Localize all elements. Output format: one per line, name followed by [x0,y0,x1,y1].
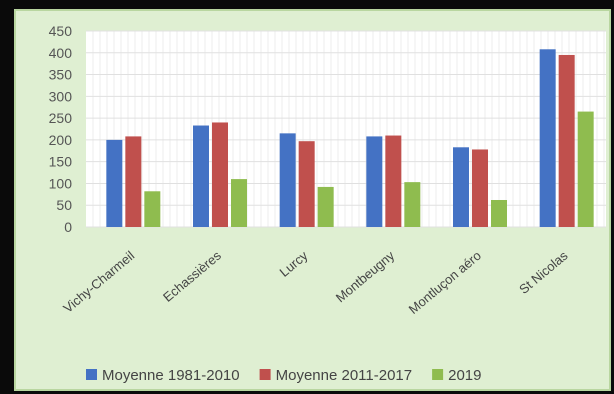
bar [231,179,247,227]
bar [385,135,402,227]
legend-swatch [259,369,271,380]
legend-label: Moyenne 1981-2010 [102,367,240,384]
bar [558,54,575,228]
chart-panel: 0 50 100 150 200 250 300 350 400 450 Vichy-Charmei… [14,9,611,391]
bar [317,186,334,227]
bar [193,125,209,227]
plot-area [86,31,606,227]
x-tick-label: St Nicolas [516,247,571,296]
y-tick-label: 400 [49,45,73,61]
y-tick-label: 300 [49,88,73,104]
bar [472,149,488,227]
x-tick-label: Montbeugny [333,247,398,305]
bar [491,199,507,227]
bar [577,111,594,227]
bar [453,147,469,227]
bar-chart: 0 50 100 150 200 250 300 350 400 450 Vichy-Charmei… [49,23,606,384]
bar [106,139,123,227]
legend-swatch [86,369,97,380]
x-tick-label: Lurcy [277,247,311,279]
y-tick-label: 50 [56,197,72,213]
bar [404,182,421,227]
bar [212,122,228,227]
y-tick-label: 200 [49,132,73,148]
y-tick-label: 100 [49,175,73,191]
y-tick-label: 350 [49,67,73,83]
y-tick-label: 0 [64,219,72,235]
bar [366,136,383,227]
bar [298,141,315,227]
bar [144,191,161,227]
x-tick-label: Vichy-Charmeil [60,248,137,316]
y-tick-label: 250 [49,110,73,126]
y-tick-label: 150 [49,154,73,170]
y-tick-label: 450 [49,23,73,39]
bar [125,136,142,227]
bar [539,49,556,227]
x-tick-label: Echassières [160,247,224,304]
legend-label: 2019 [448,367,481,384]
x-tick-label: Montluçon aéro [406,248,484,317]
legend-label: Moyenne 2011-2017 [276,367,413,384]
legend-swatch [432,369,444,380]
bar [279,133,296,227]
